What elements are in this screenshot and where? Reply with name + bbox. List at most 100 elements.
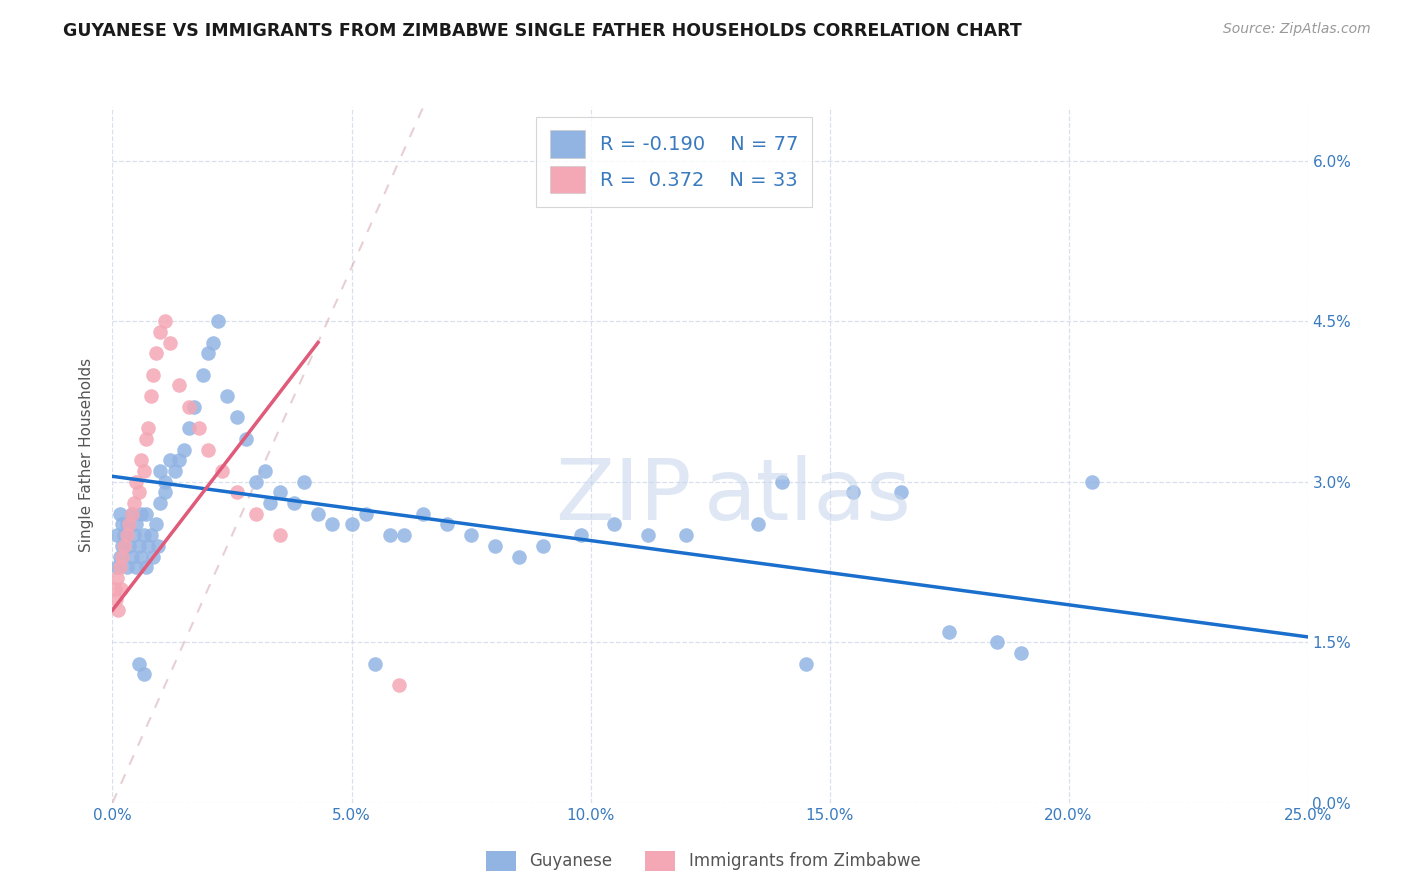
Point (135, 432, 157, 446)
Point (105, 571, 128, 585)
Point (149, 496, 172, 510)
Point (197, 442, 219, 457)
Point (412, 507, 434, 521)
Point (225, 410, 247, 425)
Point (269, 485, 291, 500)
Point (637, 528, 659, 542)
Legend: Guyanese, Immigrants from Zimbabwe: Guyanese, Immigrants from Zimbabwe (477, 842, 929, 880)
Point (217, 389, 239, 403)
Point (122, 528, 145, 542)
Point (177, 400, 200, 414)
Point (105, 528, 128, 542)
Point (142, 549, 165, 564)
Point (118, 539, 141, 553)
Point (108, 549, 131, 564)
Point (307, 507, 329, 521)
Y-axis label: Single Father Households: Single Father Households (79, 358, 94, 552)
Point (129, 549, 152, 564)
Point (388, 678, 411, 692)
Point (378, 528, 401, 542)
Point (139, 389, 162, 403)
Point (292, 475, 315, 489)
Point (569, 528, 592, 542)
Point (354, 507, 377, 521)
Text: Source: ZipAtlas.com: Source: ZipAtlas.com (1223, 22, 1371, 37)
Point (108, 507, 131, 521)
Point (938, 624, 960, 639)
Point (245, 475, 267, 489)
Point (115, 517, 138, 532)
Point (128, 657, 150, 671)
Point (187, 421, 209, 435)
Point (105, 560, 128, 574)
Point (129, 453, 152, 467)
Point (145, 517, 167, 532)
Point (842, 485, 865, 500)
Text: atlas: atlas (704, 455, 912, 538)
Point (183, 400, 205, 414)
Point (603, 517, 626, 532)
Point (675, 528, 697, 542)
Point (163, 464, 186, 478)
Point (114, 528, 135, 542)
Point (169, 378, 191, 392)
Point (159, 335, 181, 350)
Point (177, 421, 200, 435)
Point (770, 475, 793, 489)
Point (986, 635, 1008, 649)
Point (128, 485, 150, 500)
Point (125, 475, 148, 489)
Point (111, 539, 134, 553)
Legend: R = -0.190    N = 77, R =  0.372    N = 33: R = -0.190 N = 77, R = 0.372 N = 33 (536, 117, 813, 207)
Point (259, 496, 281, 510)
Point (135, 507, 157, 521)
Point (132, 667, 155, 681)
Point (115, 528, 138, 542)
Point (245, 507, 267, 521)
Point (460, 528, 482, 542)
Point (747, 517, 769, 532)
Point (173, 442, 195, 457)
Point (207, 314, 229, 328)
Point (118, 517, 141, 532)
Point (235, 432, 257, 446)
Point (1081, 475, 1104, 489)
Point (211, 464, 233, 478)
Point (508, 549, 530, 564)
Point (122, 496, 145, 510)
Point (153, 475, 176, 489)
Point (890, 485, 912, 500)
Point (139, 528, 162, 542)
Point (104, 582, 127, 596)
Point (225, 485, 247, 500)
Point (121, 507, 143, 521)
Point (125, 560, 148, 574)
Point (142, 368, 165, 382)
Point (114, 539, 135, 553)
Point (132, 528, 155, 542)
Point (254, 464, 277, 478)
Point (283, 496, 305, 510)
Point (794, 657, 817, 671)
Point (392, 528, 415, 542)
Point (111, 517, 134, 532)
Point (1010, 646, 1032, 660)
Point (149, 464, 172, 478)
Point (193, 368, 215, 382)
Point (108, 560, 131, 574)
Point (531, 539, 554, 553)
Point (153, 314, 176, 328)
Point (121, 507, 143, 521)
Point (128, 539, 150, 553)
Point (111, 549, 134, 564)
Point (436, 517, 458, 532)
Text: GUYANESE VS IMMIGRANTS FROM ZIMBABWE SINGLE FATHER HOUSEHOLDS CORRELATION CHART: GUYANESE VS IMMIGRANTS FROM ZIMBABWE SIN… (63, 22, 1022, 40)
Point (159, 453, 181, 467)
Point (149, 325, 172, 339)
Point (364, 657, 387, 671)
Point (321, 517, 343, 532)
Point (153, 485, 176, 500)
Point (110, 582, 132, 596)
Point (125, 517, 148, 532)
Point (121, 549, 143, 564)
